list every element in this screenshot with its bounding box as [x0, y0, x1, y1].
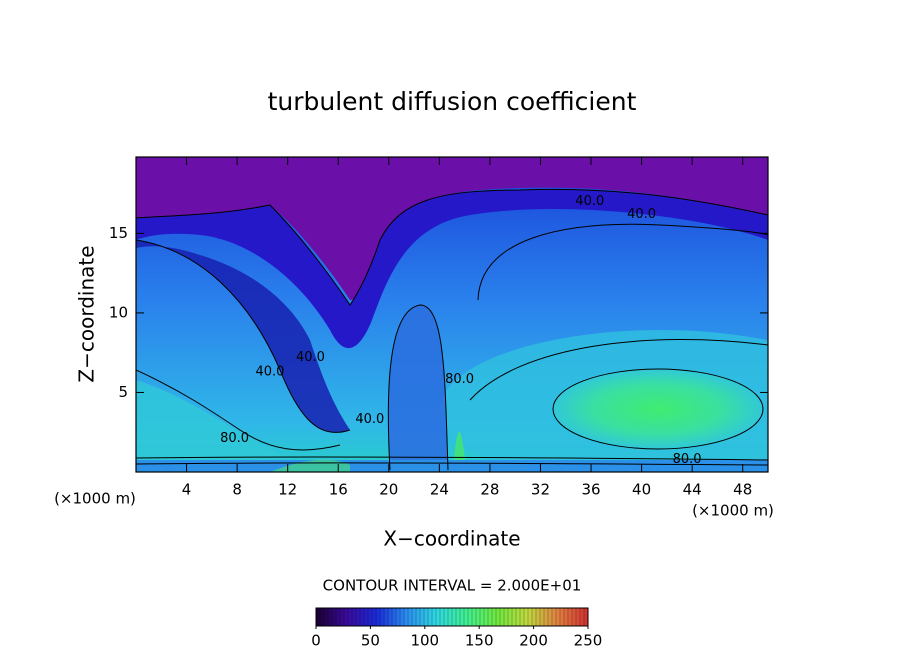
y-unit-label: (×1000 m)	[54, 490, 136, 508]
x-tick-label: 4	[182, 481, 192, 499]
x-axis-label: X−coordinate	[383, 527, 520, 551]
colorbar-tick-label: 250	[574, 632, 603, 650]
plot-frame	[135, 156, 769, 473]
x-tick-label: 32	[531, 481, 550, 499]
contour-label: 40.0	[575, 194, 604, 209]
x-tick-label: 24	[430, 481, 449, 499]
y-tick-label: 15	[109, 224, 128, 242]
contour-label: 40.0	[627, 207, 656, 222]
x-tick-label: 28	[480, 481, 499, 499]
colorbar-tick-label: 50	[361, 632, 380, 650]
colorbar-tick-label: 200	[519, 632, 548, 650]
x-tick-label: 44	[683, 481, 702, 499]
x-tick-label: 36	[581, 481, 600, 499]
contour-label: 40.0	[355, 412, 384, 427]
x-unit-label: (×1000 m)	[692, 502, 774, 520]
y-tick-label: 5	[118, 383, 128, 401]
contour-label: 80.0	[445, 372, 474, 387]
y-axis-label: Z−coordinate	[75, 245, 99, 382]
contour-label: 40.0	[296, 350, 325, 365]
colorbar-tick-label: 0	[311, 632, 321, 650]
contour-label: 40.0	[256, 364, 285, 379]
contour-label: 80.0	[220, 431, 249, 446]
contour-label: 80.0	[673, 452, 702, 467]
x-tick-label: 16	[329, 481, 348, 499]
contour-field	[136, 157, 768, 472]
x-tick-label: 40	[632, 481, 651, 499]
chart-title: turbulent diffusion coefficient	[268, 87, 637, 116]
x-tick-label: 48	[733, 481, 752, 499]
x-tick-label: 8	[232, 481, 242, 499]
contour-interval: CONTOUR INTERVAL = 2.000E+01	[323, 577, 582, 595]
colorbar-tick-label: 150	[465, 632, 494, 650]
x-tick-label: 12	[278, 481, 297, 499]
y-tick-label: 10	[109, 303, 128, 321]
x-tick-label: 20	[379, 481, 398, 499]
colorbar-tick-label: 100	[410, 632, 439, 650]
